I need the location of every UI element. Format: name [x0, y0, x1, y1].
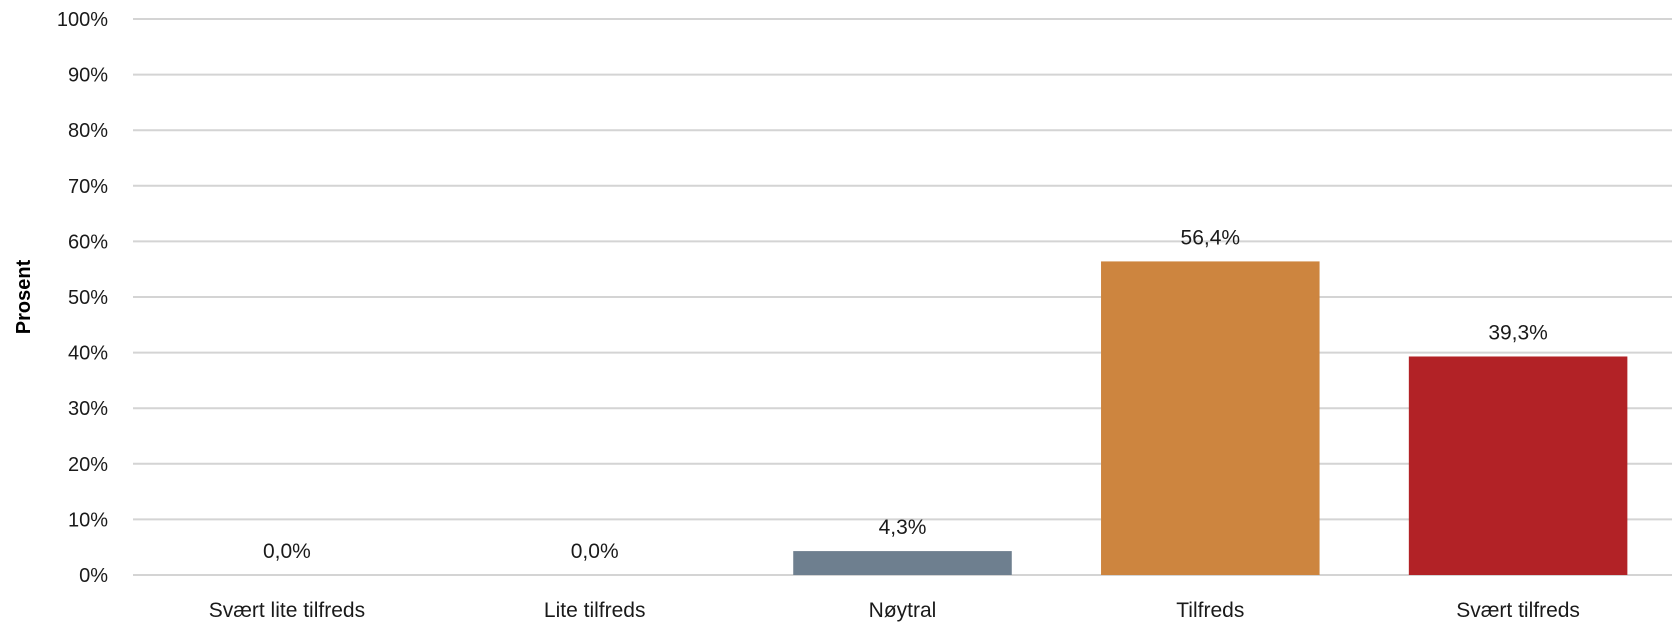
y-tick-label: 50% [68, 287, 108, 309]
bar [793, 551, 1012, 575]
x-category-label: Tilfreds [1176, 599, 1244, 622]
y-tick-label: 100% [57, 9, 108, 31]
data-label: 0,0% [263, 540, 311, 563]
y-tick-label: 0% [79, 565, 108, 587]
bar [1408, 356, 1628, 575]
data-label: 56,4% [1181, 226, 1241, 249]
data-labels: 0,0% 0,0% 4,3% 56,4% 39,3% [263, 226, 1548, 563]
y-tick-label: 70% [68, 176, 108, 198]
data-label: 0,0% [571, 540, 619, 563]
y-tick-label: 20% [68, 454, 108, 476]
y-tick-label: 40% [68, 343, 108, 365]
x-category-label: Lite tilfreds [544, 599, 646, 622]
x-category-label: Svært lite tilfreds [209, 599, 365, 622]
x-category-label: Nøytral [869, 599, 937, 622]
y-tick-label: 30% [68, 398, 108, 420]
data-label: 4,3% [879, 516, 927, 539]
x-axis-categories: Svært lite tilfreds Lite tilfreds Nøytral T… [209, 599, 1580, 622]
y-tick-label: 80% [68, 120, 108, 142]
y-axis-ticks: 0% 10% 20% 30% 40% 50% 60% 70% 80% 90% 100% [57, 9, 108, 587]
y-tick-label: 60% [68, 231, 108, 253]
data-label: 39,3% [1488, 321, 1548, 344]
x-category-label: Svært tilfreds [1456, 599, 1580, 622]
y-tick-label: 10% [68, 509, 108, 531]
bars [793, 261, 1628, 575]
gridlines [133, 18, 1672, 576]
bar [1101, 261, 1320, 575]
y-tick-label: 90% [68, 65, 108, 87]
y-axis-label: Prosent [13, 259, 35, 334]
